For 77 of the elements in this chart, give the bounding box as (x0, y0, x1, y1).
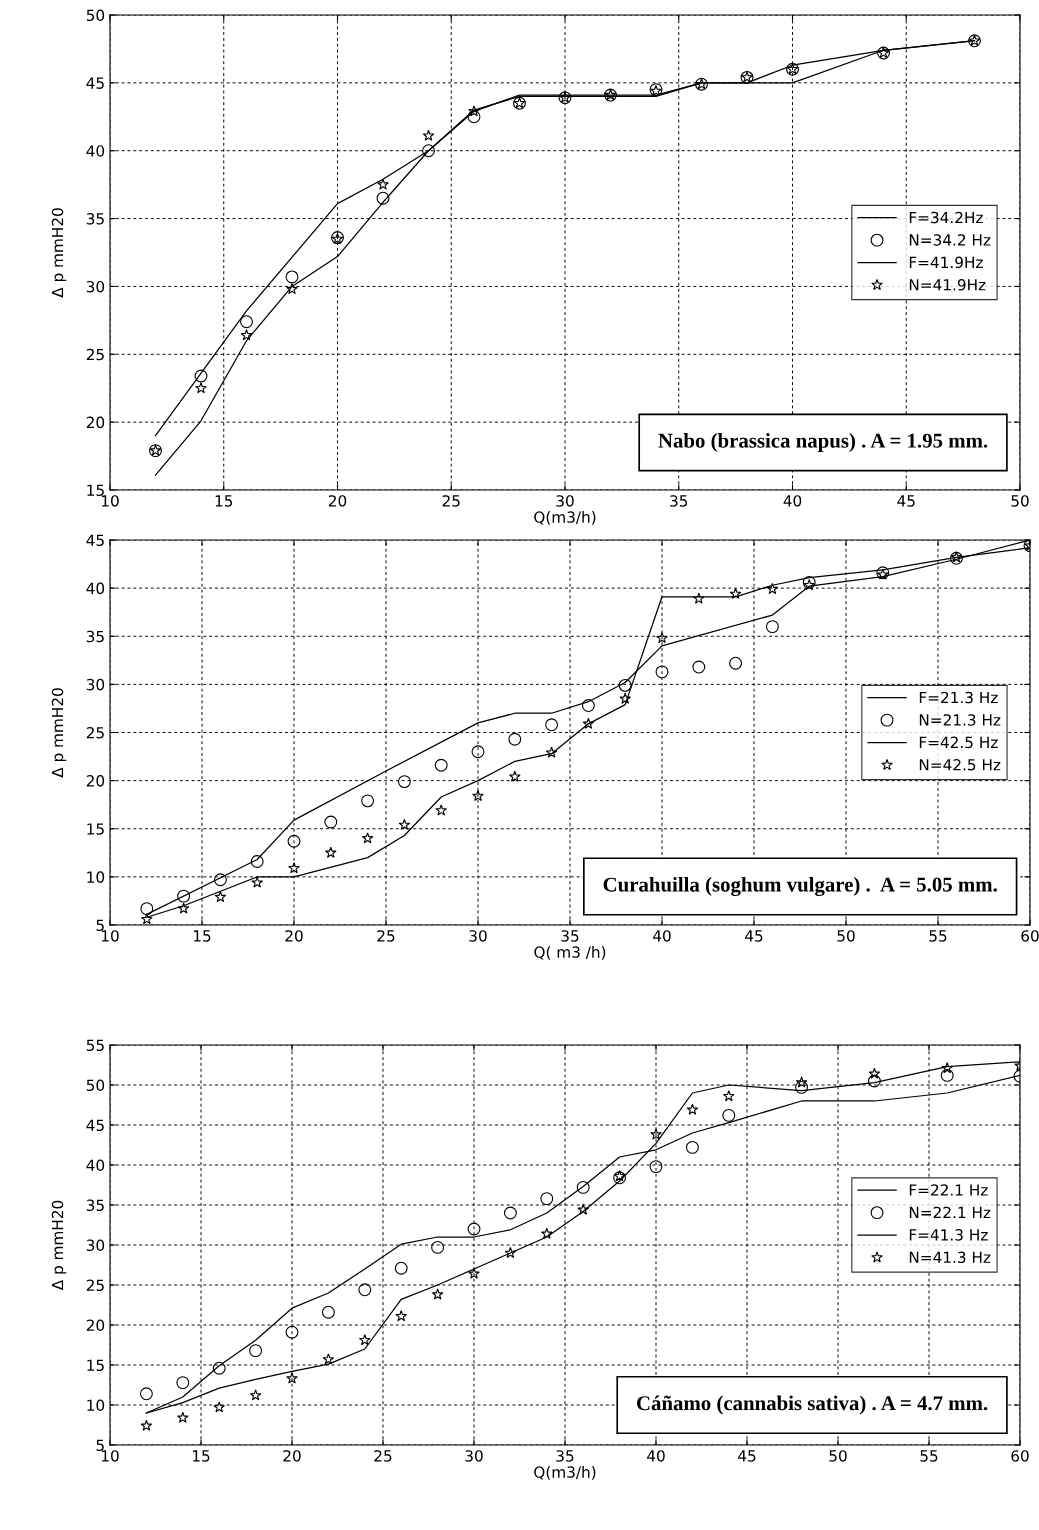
y-tick-label: 10 (87, 1399, 105, 1412)
legend-label: F=42.5 Hz (919, 736, 998, 749)
x-tick-label: 45 (897, 495, 915, 507)
legend-label: N=41.3 Hz (909, 1251, 991, 1264)
y-tick-label: 15 (87, 1359, 104, 1372)
x-tick-label: 20 (285, 930, 303, 942)
x-tick-label: 40 (647, 1450, 665, 1462)
y-tick-label: 20 (86, 1319, 105, 1332)
y-tick-label: 50 (86, 9, 105, 22)
x-tick-label: 25 (374, 1450, 392, 1462)
x-tick-label: 50 (837, 930, 855, 942)
legend-label: N=41.9Hz (909, 279, 986, 291)
y-tick-label: 15 (87, 823, 104, 835)
y-axis-title: Δ p mmH20 (51, 208, 67, 298)
x-tick-label: 35 (556, 1450, 574, 1462)
annotation: Cáñamo (cannabis sativa) . A = 4.7 mm. (636, 1395, 988, 1415)
y-tick-label: 40 (86, 582, 105, 595)
x-tick-label: 30 (465, 1450, 483, 1462)
x-tick-label: 35 (670, 495, 688, 507)
x-tick-label: 15 (193, 930, 211, 942)
x-tick-label: 35 (561, 930, 579, 942)
y-tick-label: 40 (86, 1159, 105, 1172)
y-tick-label: 25 (86, 1279, 104, 1292)
legend-label: N=21.3 Hz (919, 714, 1001, 726)
x-axis-title: Q(m3/h) (534, 511, 596, 525)
x-tick-label: 50 (829, 1450, 847, 1462)
x-tick-label: 40 (783, 495, 802, 507)
x-tick-label: 15 (215, 495, 233, 507)
y-tick-label: 45 (86, 77, 104, 89)
legend-label: N=34.2 Hz (909, 234, 991, 246)
x-tick-label: 40 (653, 930, 671, 942)
legend-label: F=21.3 Hz (919, 691, 998, 704)
y-tick-label: 20 (86, 775, 105, 787)
y-tick-label: 20 (86, 416, 105, 429)
x-tick-label: 55 (929, 930, 947, 942)
x-tick-label: 60 (1021, 930, 1039, 942)
x-tick-label: 60 (1011, 1450, 1029, 1462)
legend-label: F=41.3 Hz (909, 1229, 988, 1241)
y-tick-label: 25 (86, 726, 104, 739)
x-tick-label: 45 (745, 930, 763, 942)
y-tick-label: 30 (86, 280, 105, 293)
x-tick-label: 20 (328, 495, 347, 507)
x-tick-label: 55 (920, 1450, 938, 1462)
y-tick-label: 45 (86, 534, 104, 547)
legend-label: F=41.9Hz (909, 256, 983, 269)
legend-label: N=42.5 Hz (919, 759, 1001, 771)
x-tick-label: 30 (469, 930, 487, 942)
x-tick-label: 25 (442, 495, 460, 507)
x-tick-label: 20 (283, 1450, 301, 1462)
legend-label: F=34.2Hz (909, 211, 983, 224)
y-tick-label: 15 (87, 484, 104, 497)
y-tick-label: 5 (96, 919, 104, 932)
y-tick-label: 30 (86, 678, 105, 691)
annotation: Curahuilla (soghum vulgare) . A = 5.05 mm. (603, 876, 997, 897)
y-axis-title: Δ p mmH20 (51, 688, 67, 778)
y-tick-label: 45 (86, 1119, 104, 1132)
y-tick-label: 25 (86, 348, 104, 361)
y-tick-label: 55 (86, 1039, 104, 1052)
y-tick-label: 5 (96, 1439, 104, 1452)
y-tick-label: 35 (86, 1199, 104, 1212)
annotation: Nabo (brassica napus) . A = 1.95 mm. (658, 433, 988, 452)
x-tick-label: 50 (1011, 495, 1029, 507)
y-tick-label: 10 (87, 871, 105, 883)
x-axis-title: Q( m3 /h) (534, 946, 606, 960)
x-tick-label: 30 (556, 495, 574, 507)
y-tick-label: 40 (86, 145, 105, 157)
x-tick-label: 45 (738, 1450, 756, 1462)
y-tick-label: 30 (86, 1239, 105, 1252)
y-tick-label: 35 (86, 630, 104, 643)
x-tick-label: 25 (377, 930, 395, 942)
y-tick-label: 35 (86, 213, 104, 225)
x-tick-label: 15 (192, 1450, 210, 1462)
legend-label: N=22.1 Hz (909, 1206, 991, 1218)
y-axis-title: Δ p mmH20 (51, 1200, 67, 1291)
y-tick-label: 50 (86, 1079, 105, 1092)
legend-label: F=22.1 Hz (909, 1184, 988, 1196)
x-axis-title: Q(m3/h) (534, 1466, 596, 1480)
